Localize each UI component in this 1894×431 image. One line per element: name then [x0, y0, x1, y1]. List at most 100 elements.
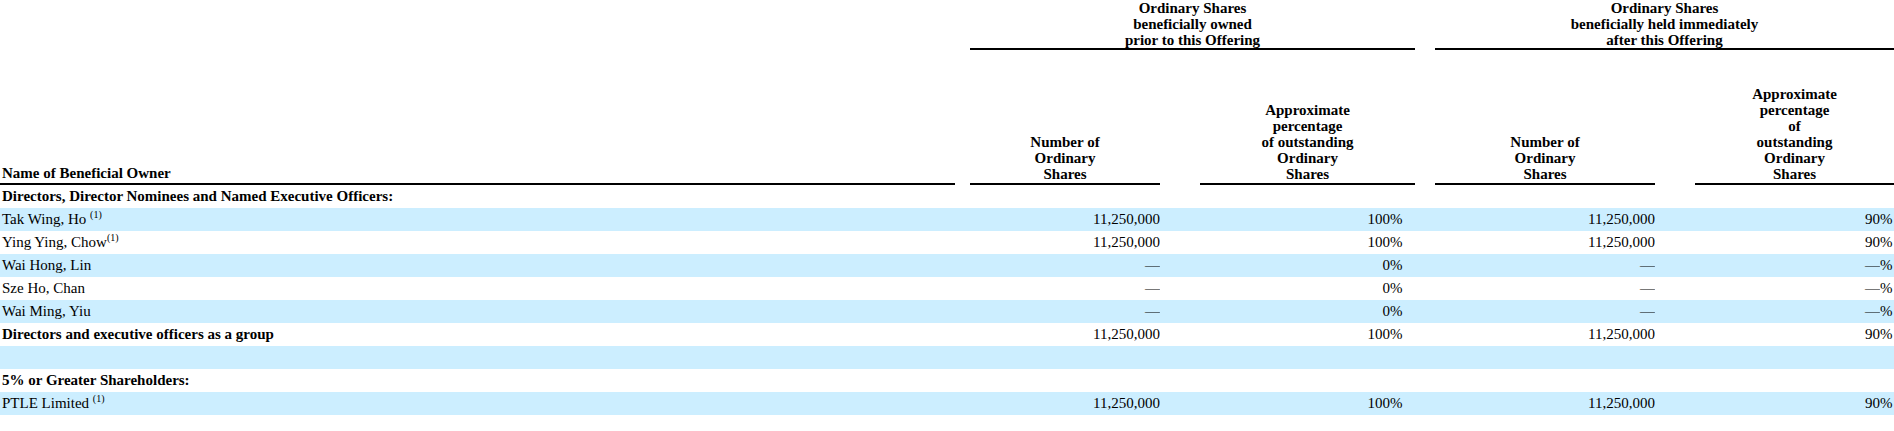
- column-header-pct-prior: Approximate percentage of outstanding Or…: [1200, 49, 1415, 184]
- table-body: Directors, Director Nominees and Named E…: [0, 184, 1894, 415]
- pct-prior-sign-cell: [1390, 369, 1415, 392]
- shares-after-cell: —: [1435, 254, 1655, 277]
- table-row: Wai Hong, Lin—0%——%: [0, 254, 1894, 277]
- spacer-cell: [955, 0, 970, 49]
- pct-after-cell: 90: [1695, 392, 1880, 415]
- pct-after-sign-cell: [1880, 346, 1894, 369]
- footnote-ref: (1): [93, 393, 105, 404]
- spacer-cell: [1415, 369, 1435, 392]
- spacer-cell: [1415, 49, 1435, 184]
- shares-prior-cell: —: [970, 277, 1160, 300]
- spacer-cell: [955, 369, 970, 392]
- spacer-cell: [1415, 231, 1435, 254]
- shares-prior-cell: 11,250,000: [970, 323, 1160, 346]
- spacer-cell: [1655, 277, 1695, 300]
- pct-prior-cell: 100: [1200, 323, 1390, 346]
- spacer-cell: [1655, 184, 1695, 208]
- shares-after-cell: —: [1435, 277, 1655, 300]
- column-header-row: Name of Beneficial Owner Number of Ordin…: [0, 49, 1894, 184]
- table-row: [0, 346, 1894, 369]
- pct-prior-sign-cell: [1390, 184, 1415, 208]
- column-header-pct-after: Approximate percentage of outstanding Or…: [1695, 49, 1894, 184]
- table-row: Ying Ying, Chow(1) 11,250,000 100% 11,250,0…: [0, 231, 1894, 254]
- spacer-cell: [1415, 254, 1435, 277]
- spacer-cell: [955, 49, 970, 184]
- owner-name-cell: Sze Ho, Chan: [0, 277, 955, 300]
- spacer-cell: [1160, 49, 1200, 184]
- column-header-name: Name of Beneficial Owner: [0, 49, 955, 184]
- owner-name-cell: Tak Wing, Ho (1): [0, 208, 955, 231]
- spacer-cell: [1655, 323, 1695, 346]
- pct-after-cell: [1695, 184, 1880, 208]
- pct-prior-sign-cell: %: [1390, 300, 1415, 323]
- spacer-cell: [955, 300, 970, 323]
- column-header-shares-after: Number of Ordinary Shares: [1435, 49, 1655, 184]
- spacer-cell: [1655, 208, 1695, 231]
- pct-prior-cell: 0: [1200, 277, 1390, 300]
- group-header-prior-offering: Ordinary Shares beneficially owned prior…: [970, 0, 1415, 49]
- column-header-shares-prior: Number of Ordinary Shares: [970, 49, 1160, 184]
- spacer-cell: [955, 254, 970, 277]
- shares-prior-cell: 11,250,000: [970, 208, 1160, 231]
- spacer-cell: [955, 208, 970, 231]
- pct-after-cell: 90: [1695, 231, 1880, 254]
- spacer-cell: [1160, 346, 1200, 369]
- spacer-cell: [1415, 208, 1435, 231]
- spacer-cell: [1415, 277, 1435, 300]
- table-row: 5% or Greater Shareholders:: [0, 369, 1894, 392]
- spacer-cell: [1160, 392, 1200, 415]
- pct-after-sign-cell: [1880, 184, 1894, 208]
- shares-prior-cell: —: [970, 254, 1160, 277]
- owner-name-cell: Directors, Director Nominees and Named E…: [0, 184, 955, 208]
- spacer-cell: [1415, 184, 1435, 208]
- table-row: Tak Wing, Ho (1)11,250,000100%11,250,000…: [0, 208, 1894, 231]
- spacer-cell: [1160, 300, 1200, 323]
- pct-after-sign-cell: %: [1880, 254, 1894, 277]
- spacer-cell: [1655, 231, 1695, 254]
- name-group-spacer: [0, 0, 955, 49]
- owner-name-cell: PTLE Limited (1): [0, 392, 955, 415]
- pct-prior-cell: 100: [1200, 231, 1390, 254]
- shares-prior-cell: [970, 184, 1160, 208]
- spacer-cell: [1655, 346, 1695, 369]
- spacer-cell: [1655, 369, 1695, 392]
- pct-prior-cell: [1200, 346, 1390, 369]
- owner-name-cell: [0, 346, 955, 369]
- shares-after-cell: [1435, 184, 1655, 208]
- shares-after-cell: 11,250,000: [1435, 231, 1655, 254]
- pct-prior-sign-cell: [1390, 346, 1415, 369]
- shares-prior-cell: —: [970, 300, 1160, 323]
- pct-prior-sign-cell: %: [1390, 231, 1415, 254]
- shares-after-cell: —: [1435, 300, 1655, 323]
- spacer-cell: [1415, 300, 1435, 323]
- pct-prior-sign-cell: %: [1390, 254, 1415, 277]
- owner-name-cell: Ying Ying, Chow(1): [0, 231, 955, 254]
- owner-name-cell: 5% or Greater Shareholders:: [0, 369, 955, 392]
- pct-after-sign-cell: %: [1880, 277, 1894, 300]
- pct-prior-cell: 0: [1200, 300, 1390, 323]
- footnote-ref: (1): [107, 232, 119, 243]
- spacer-cell: [1160, 254, 1200, 277]
- spacer-cell: [1160, 369, 1200, 392]
- shares-prior-cell: [970, 369, 1160, 392]
- pct-after-sign-cell: [1880, 369, 1894, 392]
- pct-after-cell: 90: [1695, 323, 1880, 346]
- shares-after-cell: 11,250,000: [1435, 323, 1655, 346]
- owner-name-cell: Directors and executive officers as a gr…: [0, 323, 955, 346]
- spacer-cell: [1655, 392, 1695, 415]
- pct-after-sign-cell: %: [1880, 231, 1894, 254]
- pct-after-cell: [1695, 346, 1880, 369]
- pct-prior-sign-cell: %: [1390, 208, 1415, 231]
- spacer-cell: [955, 184, 970, 208]
- spacer-cell: [1415, 323, 1435, 346]
- spacer-cell: [955, 392, 970, 415]
- spacer-cell: [955, 277, 970, 300]
- group-header-row: Ordinary Shares beneficially owned prior…: [0, 0, 1894, 49]
- pct-prior-sign-cell: %: [1390, 392, 1415, 415]
- shares-prior-cell: 11,250,000: [970, 231, 1160, 254]
- shares-prior-cell: [970, 346, 1160, 369]
- owner-name-cell: Wai Ming, Yiu: [0, 300, 955, 323]
- table-header: Ordinary Shares beneficially owned prior…: [0, 0, 1894, 184]
- shares-after-cell: 11,250,000: [1435, 392, 1655, 415]
- shares-prior-cell: 11,250,000: [970, 392, 1160, 415]
